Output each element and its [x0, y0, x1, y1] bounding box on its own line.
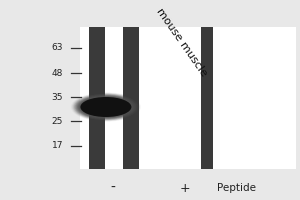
Bar — [88, 27, 105, 169]
Ellipse shape — [78, 96, 134, 118]
Ellipse shape — [75, 94, 137, 120]
Text: +: + — [179, 182, 190, 194]
Ellipse shape — [78, 96, 134, 118]
Ellipse shape — [76, 95, 136, 119]
Ellipse shape — [77, 95, 135, 119]
Ellipse shape — [75, 94, 137, 120]
Text: -: - — [110, 181, 115, 195]
Text: 63: 63 — [52, 44, 63, 52]
Ellipse shape — [74, 94, 138, 120]
Ellipse shape — [74, 94, 138, 120]
Text: 48: 48 — [52, 68, 63, 77]
Ellipse shape — [76, 95, 136, 119]
Text: mouse muscle: mouse muscle — [154, 6, 209, 78]
Text: 17: 17 — [52, 142, 63, 150]
Ellipse shape — [80, 97, 132, 117]
Text: 25: 25 — [52, 116, 63, 126]
Ellipse shape — [80, 97, 131, 117]
Ellipse shape — [77, 95, 135, 119]
Bar — [80, 27, 296, 169]
Ellipse shape — [77, 96, 134, 118]
Bar — [123, 27, 140, 169]
Text: Peptide: Peptide — [218, 183, 256, 193]
Bar — [201, 27, 213, 169]
Ellipse shape — [80, 97, 131, 117]
Ellipse shape — [75, 95, 136, 119]
Ellipse shape — [79, 96, 133, 118]
Ellipse shape — [80, 97, 132, 117]
Ellipse shape — [79, 96, 133, 118]
Ellipse shape — [76, 95, 136, 119]
Ellipse shape — [78, 96, 134, 118]
Ellipse shape — [73, 94, 139, 120]
Text: 35: 35 — [52, 92, 63, 102]
Ellipse shape — [74, 94, 137, 120]
Ellipse shape — [80, 97, 132, 117]
